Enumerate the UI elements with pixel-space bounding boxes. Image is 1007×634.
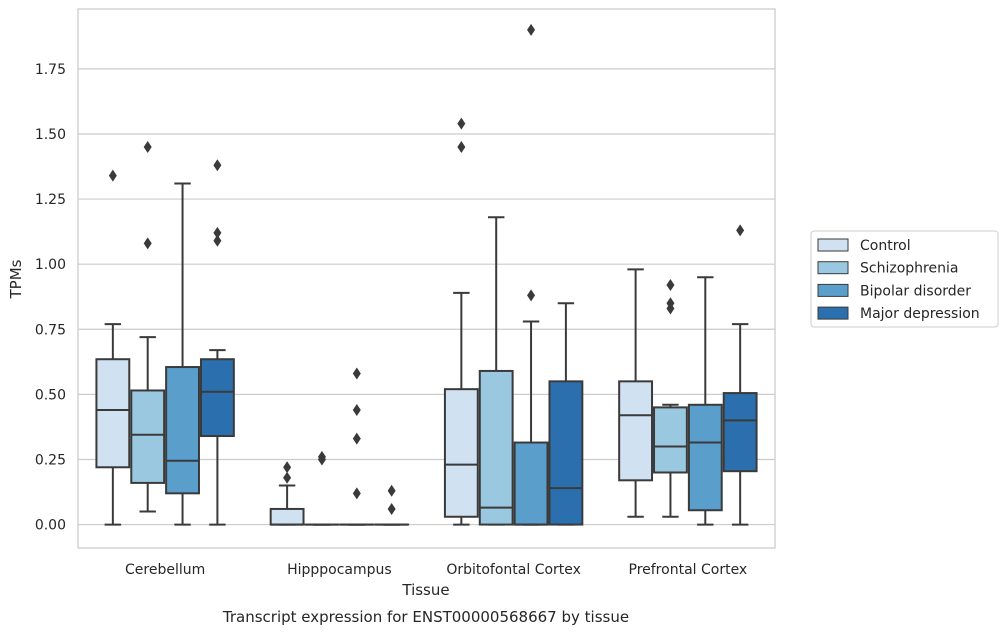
x-tick-label: Prefrontal Cortex xyxy=(629,562,748,578)
box xyxy=(199,358,235,438)
outlier-point xyxy=(457,141,466,154)
legend-label: Control xyxy=(860,238,911,254)
x-tick-label: Orbitofontal Cortex xyxy=(446,562,581,578)
legend-label: Major depression xyxy=(860,306,980,322)
plot-boxes xyxy=(95,23,758,526)
outlier-point xyxy=(108,169,117,182)
y-tick-label: 0.50 xyxy=(35,387,66,403)
outlier-point xyxy=(457,117,466,130)
outlier-point xyxy=(352,487,361,500)
box xyxy=(618,380,654,482)
box-group xyxy=(304,450,340,526)
legend-swatch xyxy=(817,238,849,252)
box xyxy=(548,380,584,526)
outlier-point xyxy=(213,226,222,239)
legend-frame xyxy=(810,230,999,328)
outlier-point xyxy=(213,159,222,172)
x-tick-label: Cerebellum xyxy=(125,562,205,578)
box xyxy=(478,369,514,526)
chart-caption: Transcript expression for ENST0000056866… xyxy=(222,608,629,626)
box-group xyxy=(478,216,514,526)
outlier-point xyxy=(666,279,675,292)
box xyxy=(95,358,131,469)
y-tick-label: 0.00 xyxy=(35,518,66,534)
outlier-point xyxy=(666,297,675,310)
box-group xyxy=(443,117,479,526)
box-group xyxy=(653,279,688,518)
box-group xyxy=(722,224,758,526)
box-group xyxy=(95,169,131,526)
outlier-point xyxy=(387,484,396,497)
box xyxy=(130,389,166,484)
legend-swatch xyxy=(817,283,849,297)
box-group xyxy=(165,182,200,526)
y-tick-label: 0.25 xyxy=(35,452,66,468)
box xyxy=(443,388,479,518)
legend-label: Schizophrenia xyxy=(860,261,958,277)
outlier-point xyxy=(213,234,222,247)
box-group xyxy=(269,461,305,526)
y-tick-labels: 0.00 0.25 0.50 0.75 1.00 1.25 1.50 1.75 xyxy=(35,62,66,534)
box-group xyxy=(339,367,375,526)
outlier-point xyxy=(527,23,536,36)
x-axis-label: Tissue xyxy=(401,581,449,599)
box-group xyxy=(199,159,235,526)
y-tick-label: 1.00 xyxy=(35,257,66,273)
box-group xyxy=(618,268,654,518)
outlier-point xyxy=(352,432,361,445)
box xyxy=(653,406,688,474)
legend-swatch xyxy=(817,306,849,320)
y-tick-label: 1.25 xyxy=(35,192,66,208)
box-group xyxy=(130,141,166,513)
box-group xyxy=(548,302,584,526)
outlier-point xyxy=(143,141,152,154)
legend-label: Bipolar disorder xyxy=(860,283,971,299)
y-tick-label: 1.50 xyxy=(35,127,66,143)
outlier-point xyxy=(283,461,292,474)
y-tick-label: 1.75 xyxy=(35,62,66,78)
outlier-point xyxy=(283,471,292,484)
outlier-point xyxy=(387,502,396,515)
box-group xyxy=(374,484,410,526)
x-tick-labels: Cerebellum Hipppocampus Orbitofontal Corte… xyxy=(125,562,747,578)
box xyxy=(687,403,723,512)
outlier-point xyxy=(352,367,361,380)
y-tick-label: 0.75 xyxy=(35,322,66,338)
y-axis-label: TPMs xyxy=(7,259,25,299)
outlier-point xyxy=(736,224,745,237)
x-tick-label: Hipppocampus xyxy=(287,562,392,578)
box xyxy=(269,507,305,526)
box-group xyxy=(513,23,549,526)
legend-swatch xyxy=(817,261,849,275)
legend: Control Schizophrenia Bipolar disorder Majo… xyxy=(810,230,999,328)
box xyxy=(513,441,549,526)
outlier-point xyxy=(527,289,536,302)
box-group xyxy=(687,276,723,526)
outlier-point xyxy=(352,403,361,416)
outlier-point xyxy=(317,450,326,463)
outlier-point xyxy=(143,237,152,250)
box xyxy=(165,366,200,495)
box xyxy=(722,392,758,473)
plot-frame xyxy=(77,8,776,549)
